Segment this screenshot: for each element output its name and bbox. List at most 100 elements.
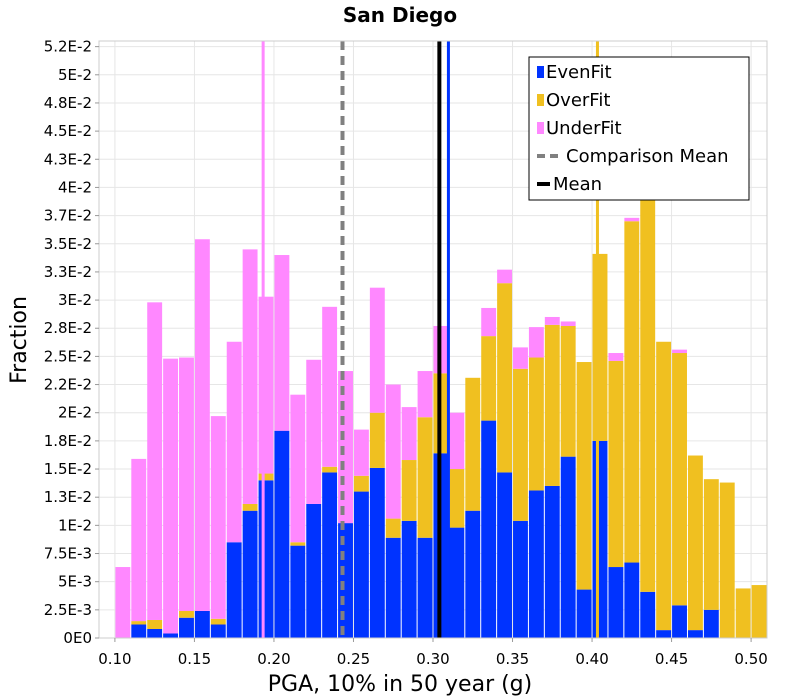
y-tick-label: 5E-3	[58, 573, 92, 591]
histogram-bars	[115, 185, 767, 638]
y-tick-label: 2.5E-2	[44, 347, 92, 365]
bar-underfit-0.34	[497, 269, 513, 284]
bar-overfit-0.49	[735, 588, 751, 638]
y-tick-label: 3E-2	[58, 291, 92, 309]
y-tick-label: 1.8E-2	[44, 432, 92, 450]
bar-evenfit-0.40	[592, 440, 608, 638]
x-tick-label: 0.15	[178, 650, 211, 668]
bar-overfit-0.41	[608, 360, 624, 568]
bar-overfit-0.19	[258, 473, 274, 481]
bar-overfit-0.33	[481, 336, 497, 421]
bar-overfit-0.21	[290, 542, 306, 546]
bar-evenfit-0.31	[449, 527, 465, 638]
bar-overfit-0.31	[449, 469, 465, 528]
legend-swatch-underfit	[537, 122, 544, 134]
bar-overfit-0.45	[672, 353, 687, 606]
legend-label-underfit: UnderFit	[546, 118, 622, 139]
bar-underfit-0.41	[608, 353, 624, 361]
bar-overfit-0.36	[528, 357, 544, 491]
bar-evenfit-0.35	[513, 520, 528, 638]
bar-underfit-0.31	[449, 412, 465, 470]
bar-evenfit-0.47	[703, 609, 719, 638]
bar-underfit-0.16	[210, 416, 226, 619]
bar-underfit-0.19	[258, 296, 274, 474]
bar-evenfit-0.16	[210, 624, 226, 638]
bar-overfit-0.44	[656, 341, 672, 631]
bar-overfit-0.38	[560, 325, 576, 457]
bar-overfit-0.29	[417, 417, 433, 538]
bar-underfit-0.25	[353, 429, 369, 476]
bar-underfit-0.14	[179, 357, 194, 611]
bar-overfit-0.27	[385, 518, 401, 538]
legend-label-evenfit: EvenFit	[546, 62, 612, 83]
bar-evenfit-0.23	[322, 472, 338, 638]
bar-underfit-0.20	[274, 255, 290, 431]
bar-overfit-0.48	[719, 482, 735, 638]
bar-evenfit-0.27	[385, 537, 401, 638]
bar-overfit-0.46	[687, 455, 703, 631]
bar-evenfit-0.32	[465, 510, 481, 638]
bar-evenfit-0.24	[338, 523, 353, 638]
bar-underfit-0.38	[560, 321, 576, 326]
bar-evenfit-0.12	[147, 628, 163, 638]
bar-overfit-0.26	[369, 412, 385, 468]
bar-overfit-0.42	[624, 221, 640, 563]
bar-evenfit-0.38	[560, 456, 576, 638]
bar-evenfit-0.17	[226, 542, 242, 638]
bar-overfit-0.40	[592, 253, 608, 441]
x-tick-label: 0.35	[496, 650, 529, 668]
bar-evenfit-0.37	[544, 485, 560, 638]
y-tick-label: 3.5E-2	[44, 235, 92, 253]
y-axis-ticks: 0E0 2.5E-3 5E-3 7.5E-3 1E-2 1.3E-2 1.5E-2 1.8E-…	[44, 38, 99, 647]
bar-evenfit-0.11	[131, 624, 147, 638]
bar-overfit-0.12	[147, 619, 163, 629]
y-tick-label: 4.5E-2	[44, 122, 92, 140]
bar-overfit-0.18	[242, 503, 258, 511]
y-tick-label: 2.5E-3	[44, 601, 92, 619]
bar-evenfit-0.15	[194, 610, 210, 638]
y-tick-label: 4.3E-2	[44, 150, 92, 168]
bar-underfit-0.45	[672, 349, 687, 354]
y-tick-label: 5E-2	[58, 66, 92, 84]
bar-evenfit-0.26	[369, 467, 385, 638]
x-tick-label: 0.30	[416, 650, 449, 668]
bar-underfit-0.27	[385, 384, 401, 519]
bar-evenfit-0.44	[656, 630, 672, 638]
bar-underfit-0.37	[544, 316, 560, 325]
bar-underfit-0.10	[115, 567, 131, 638]
bar-underfit-0.11	[131, 458, 147, 622]
bar-underfit-0.29	[417, 371, 433, 418]
y-tick-label: 7.5E-3	[44, 545, 92, 563]
y-axis-title: Fraction	[7, 296, 32, 384]
bar-underfit-0.42	[624, 217, 640, 222]
x-axis-ticks: 0.10 0.15 0.20 0.25 0.30 0.35 0.40 0.45 0.50	[98, 638, 768, 668]
legend-label-mean: Mean	[553, 174, 602, 195]
bar-evenfit-0.29	[417, 537, 433, 638]
bar-overfit-0.37	[544, 324, 560, 486]
y-tick-label: 1E-2	[58, 516, 92, 534]
y-tick-label: 4.8E-2	[44, 94, 92, 112]
bar-underfit-0.33	[481, 307, 497, 337]
legend-label-overfit: OverFit	[546, 90, 610, 111]
bar-evenfit-0.22	[306, 503, 322, 638]
bar-evenfit-0.14	[179, 617, 194, 638]
bar-overfit-0.32	[465, 377, 481, 511]
bar-overfit-0.16	[210, 618, 226, 625]
bar-underfit-0.22	[306, 359, 322, 504]
bar-underfit-0.15	[194, 239, 210, 611]
bar-overfit-0.47	[703, 479, 719, 610]
y-tick-label: 4E-2	[58, 178, 92, 196]
y-tick-label: 2.2E-2	[44, 376, 92, 394]
bar-underfit-0.12	[147, 302, 163, 620]
bar-overfit-0.50	[751, 585, 767, 638]
bar-evenfit-0.42	[624, 562, 640, 638]
bar-evenfit-0.19	[258, 480, 274, 638]
bar-underfit-0.18	[242, 249, 258, 504]
bar-overfit-0.25	[353, 475, 369, 492]
bar-evenfit-0.20	[274, 430, 290, 638]
x-tick-label: 0.20	[257, 650, 290, 668]
legend-label-comparison-mean: Comparison Mean	[566, 146, 729, 167]
bar-underfit-0.13	[163, 358, 179, 634]
x-tick-label: 0.50	[734, 650, 767, 668]
